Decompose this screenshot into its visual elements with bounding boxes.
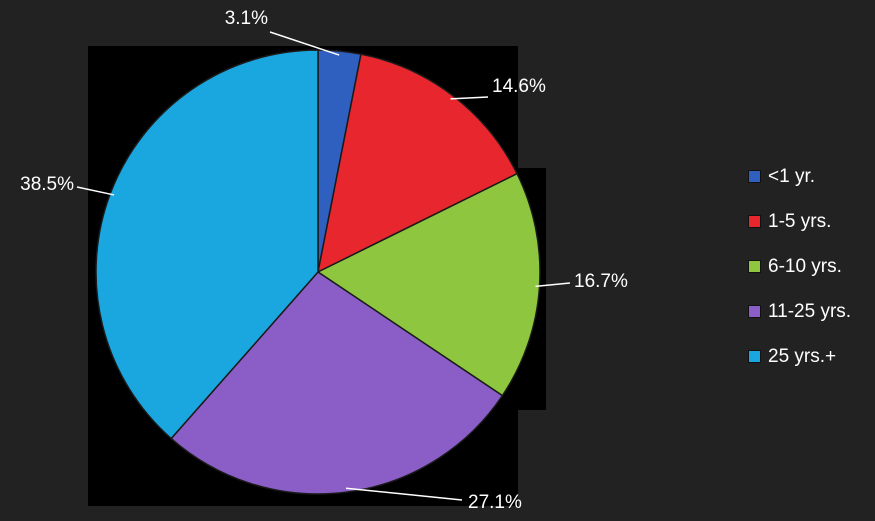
legend-swatch (748, 305, 761, 318)
legend-label: <1 yr. (768, 166, 815, 187)
legend-item: 11-25 yrs. (748, 301, 851, 322)
legend-label: 1-5 yrs. (768, 211, 832, 232)
slice-value-label: 27.1% (468, 492, 522, 513)
pie-slice (170, 271, 504, 495)
leader-line (345, 487, 463, 501)
legend-swatch (748, 215, 761, 228)
legend-item: 25 yrs.+ (748, 346, 851, 367)
legend-label: 25 yrs.+ (768, 346, 837, 367)
legend-swatch (748, 350, 761, 363)
slice-value-label: 3.1% (225, 8, 268, 29)
legend-label: 6-10 yrs. (768, 256, 842, 277)
leader-line (535, 282, 571, 288)
legend-swatch (748, 260, 761, 273)
legend-item: 1-5 yrs. (748, 211, 851, 232)
leader-line (450, 96, 489, 100)
legend: <1 yr. 1-5 yrs. 6-10 yrs. 11-25 yrs. 25 … (748, 166, 851, 367)
slice-value-label: 14.6% (492, 76, 546, 97)
leader-line (269, 31, 340, 56)
slice-value-label: 16.7% (574, 271, 628, 292)
slice-value-label: 38.5% (20, 174, 74, 195)
legend-item: 6-10 yrs. (748, 256, 851, 277)
leader-line (76, 186, 115, 196)
pie-slice (316, 53, 519, 274)
legend-item: <1 yr. (748, 166, 851, 187)
legend-label: 11-25 yrs. (768, 301, 852, 322)
legend-swatch (748, 170, 761, 183)
